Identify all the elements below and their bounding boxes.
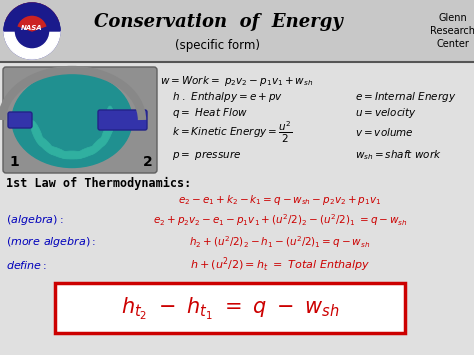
Ellipse shape — [45, 146, 71, 159]
Text: $p = \ pressure$: $p = \ pressure$ — [172, 148, 242, 162]
Ellipse shape — [106, 106, 114, 134]
Text: $w = Work = \ p_2v_2 - p_1v_1 + w_{sh}$: $w = Work = \ p_2v_2 - p_1v_1 + w_{sh}$ — [160, 74, 314, 88]
Text: Conservation  of  Energy: Conservation of Energy — [93, 13, 342, 31]
Ellipse shape — [89, 135, 109, 155]
Text: $e_2 + p_2v_2 - e_1 - p_1v_1 + (u^2/2)_2 - (u^2/2)_1\ = q - w_{sh}$: $e_2 + p_2v_2 - e_1 - p_1v_1 + (u^2/2)_2… — [153, 212, 408, 228]
Text: $h_2 + (u^2/2)_2 - h_1 - (u^2/2)_1 = q - w_{sh}$: $h_2 + (u^2/2)_2 - h_1 - (u^2/2)_1 = q -… — [189, 234, 371, 250]
Text: $h + (u^2/2) = h_t\ =\ Total\ Enthalpy$: $h + (u^2/2) = h_t\ =\ Total\ Enthalpy$ — [190, 256, 370, 274]
Text: $(algebra):$: $(algebra):$ — [6, 213, 64, 227]
FancyBboxPatch shape — [55, 283, 405, 333]
Text: $e_2 - e_1 + k_2 - k_1 = q - w_{sh} - p_2v_2 + p_1v_1$: $e_2 - e_1 + k_2 - k_1 = q - w_{sh} - p_… — [178, 193, 382, 207]
FancyBboxPatch shape — [8, 112, 32, 128]
Text: 2: 2 — [143, 155, 153, 169]
Text: $e = Internal\ Energy$: $e = Internal\ Energy$ — [355, 90, 456, 104]
Ellipse shape — [58, 151, 86, 159]
Ellipse shape — [30, 120, 44, 146]
Bar — [0, 0, 474, 62]
Ellipse shape — [35, 135, 55, 155]
Text: Glenn
Research
Center: Glenn Research Center — [430, 13, 474, 49]
Text: $h_{t_2}\ -\ h_{t_1}\ =\ q\ -\ w_{sh}$: $h_{t_2}\ -\ h_{t_1}\ =\ q\ -\ w_{sh}$ — [120, 296, 339, 322]
Ellipse shape — [100, 120, 114, 146]
Bar — [0, 62, 474, 355]
Text: 1: 1 — [9, 155, 19, 169]
Text: $define:$: $define:$ — [6, 259, 47, 271]
Text: $k = Kinetic\ Energy = \dfrac{u^2}{2}$: $k = Kinetic\ Energy = \dfrac{u^2}{2}$ — [172, 120, 292, 144]
Text: $u = velocity$: $u = velocity$ — [355, 106, 417, 120]
FancyBboxPatch shape — [3, 67, 157, 173]
Text: $q = \ Heat\ Flow$: $q = \ Heat\ Flow$ — [172, 106, 248, 120]
Wedge shape — [4, 31, 60, 59]
Text: $h\ .\ Enthalpy = e + pv$: $h\ .\ Enthalpy = e + pv$ — [172, 90, 283, 104]
Text: 1st Law of Thermodynamics:: 1st Law of Thermodynamics: — [6, 176, 191, 190]
Text: NASA: NASA — [21, 25, 43, 31]
Text: $(more\ algebra):$: $(more\ algebra):$ — [6, 235, 96, 249]
Circle shape — [4, 3, 60, 59]
Text: $w_{sh} = shaft\ work$: $w_{sh} = shaft\ work$ — [355, 148, 442, 162]
Wedge shape — [4, 3, 60, 31]
Text: $v = volume$: $v = volume$ — [355, 126, 414, 138]
Text: (specific form): (specific form) — [175, 39, 261, 53]
Ellipse shape — [12, 72, 132, 168]
Wedge shape — [6, 3, 58, 31]
FancyBboxPatch shape — [98, 110, 147, 130]
Ellipse shape — [73, 146, 100, 159]
